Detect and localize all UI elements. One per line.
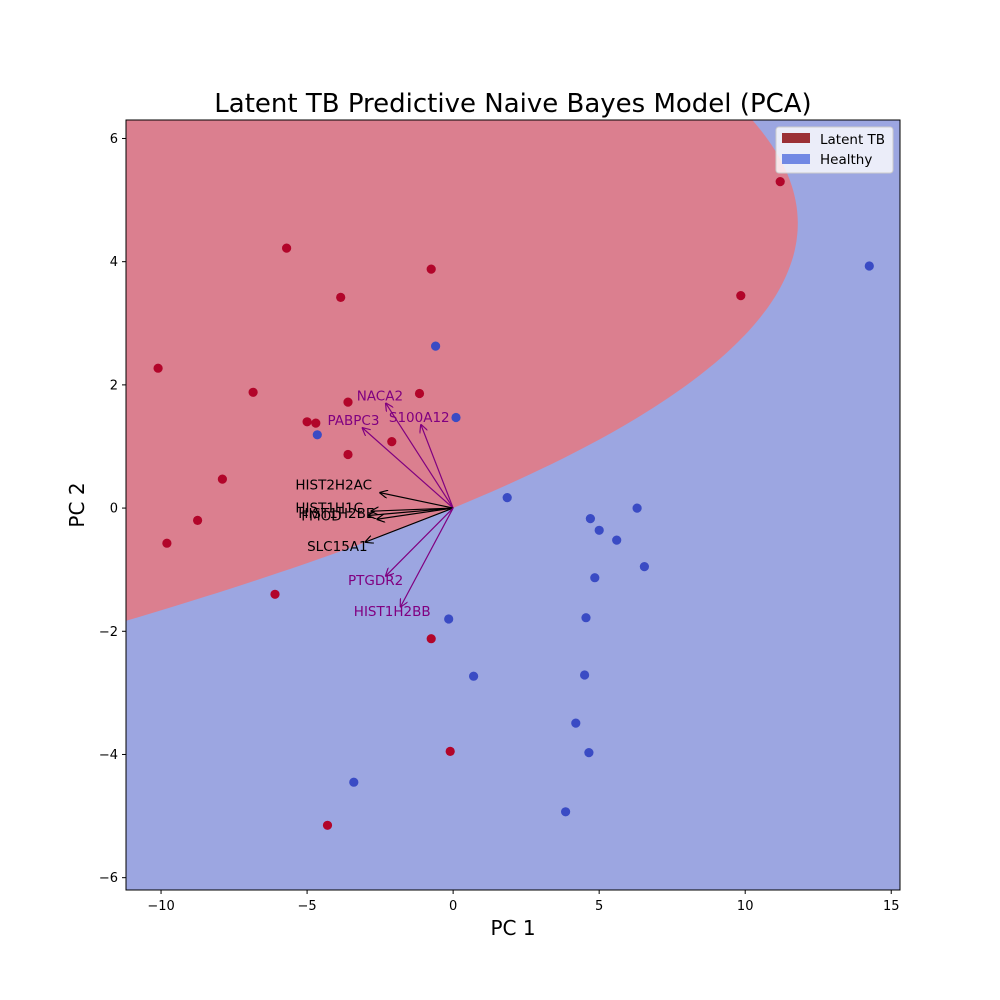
x-tick-label: 5 <box>595 899 603 914</box>
latent-tb-point <box>311 418 321 428</box>
latent-tb-point <box>343 397 353 407</box>
latent-tb-point <box>193 515 203 526</box>
loading-arrow-pabpc3 <box>363 428 454 509</box>
healthy-point <box>561 807 571 817</box>
loading-arrow-naca2 <box>386 403 454 509</box>
latent-tb-point <box>270 589 280 599</box>
y-tick-label: 2 <box>110 378 118 393</box>
loading-arrow-hist2h2ac <box>380 493 454 509</box>
healthy-point <box>632 503 642 513</box>
loading-label-s100a12: S100A12 <box>389 410 450 426</box>
healthy-region <box>126 120 900 890</box>
healthy-point <box>451 412 461 423</box>
x-tick-label: −10 <box>147 899 174 914</box>
legend-swatch-latent-tb <box>782 133 810 143</box>
latent-tb-point <box>153 363 163 373</box>
y-tick-label: 0 <box>110 502 118 517</box>
latent-tb-point <box>414 388 425 399</box>
latent-tb-point <box>445 746 455 757</box>
latent-tb-point <box>775 177 785 187</box>
latent-tb-point <box>217 474 227 484</box>
loading-label-hist1h2be: HIST1H2BE <box>298 506 374 522</box>
y-tick-label: −6 <box>99 871 118 886</box>
loading-arrow-s100a12 <box>421 425 454 509</box>
latent-tb-point <box>336 292 346 302</box>
x-tick-label: 15 <box>883 899 900 914</box>
loading-label-hist1h2bb: HIST1H2BB <box>354 604 431 620</box>
latent-tb-point <box>322 820 333 830</box>
healthy-point <box>312 430 322 440</box>
healthy-point <box>864 261 874 271</box>
healthy-point <box>639 562 650 572</box>
legend-swatch-healthy <box>782 154 810 164</box>
y-axis-label: PC 2 <box>65 482 89 527</box>
latent-tb-point <box>426 634 436 644</box>
loading-arrow-hist1h1c <box>371 508 454 511</box>
loading-arrow-fmod <box>377 507 454 519</box>
healthy-point <box>571 718 581 728</box>
x-tick-label: 10 <box>737 899 754 914</box>
latent-tb-point <box>282 243 292 253</box>
plot-frame <box>125 119 901 891</box>
loading-arrow-hist1h2bb <box>401 507 454 607</box>
y-tick-label: 6 <box>110 132 118 147</box>
x-tick-label: 0 <box>449 899 457 914</box>
healthy-point <box>444 614 454 624</box>
healthy-point <box>585 514 596 524</box>
loading-arrow-slc15a1 <box>366 507 454 542</box>
legend-label-latent-tb: Latent TB <box>820 132 885 148</box>
healthy-point <box>590 573 600 583</box>
y-tick-label: −2 <box>99 625 118 640</box>
x-axis-label: PC 1 <box>490 916 535 940</box>
data-points <box>153 177 874 830</box>
healthy-point <box>469 671 479 681</box>
latent-tb-point <box>248 387 258 397</box>
loading-arrow-ptgdr2 <box>386 507 454 576</box>
loading-label-fmod: FMOD <box>301 508 341 524</box>
healthy-point <box>584 748 594 758</box>
legend: Latent TB Healthy <box>775 126 894 174</box>
loading-label-pabpc3: PABPC3 <box>328 413 380 429</box>
latent-tb-point <box>162 538 172 548</box>
healthy-point <box>594 525 604 535</box>
x-tick-label: −5 <box>298 899 317 914</box>
latent-tb-point <box>302 417 312 427</box>
x-axis-ticks: −10 −5 0 5 10 15 <box>147 890 900 914</box>
healthy-point <box>580 670 590 680</box>
latent-tb-point <box>426 264 436 274</box>
loading-label-naca2: NACA2 <box>357 388 403 404</box>
y-tick-label: −4 <box>99 748 118 763</box>
plot-area: NACA2S100A12PABPC3HIST2H2ACHIST1H1CHIST1… <box>126 120 900 890</box>
latent-tb-point <box>387 437 397 447</box>
healthy-point <box>581 613 591 623</box>
loading-label-hist2h2ac: HIST2H2AC <box>295 478 372 494</box>
loading-label-slc15a1: SLC15A1 <box>307 539 368 555</box>
healthy-point <box>612 535 622 545</box>
chart-title: Latent TB Predictive Naive Bayes Model (… <box>214 89 811 119</box>
latent-tb-point <box>343 449 353 460</box>
healthy-point <box>502 493 512 503</box>
loading-label-ptgdr2: PTGDR2 <box>348 573 403 589</box>
y-axis-ticks: −6 −4 −2 0 2 4 6 <box>99 132 126 886</box>
y-tick-label: 4 <box>110 255 118 270</box>
legend-label-healthy: Healthy <box>820 152 872 168</box>
healthy-point <box>431 341 441 351</box>
healthy-point <box>349 777 359 787</box>
loading-vectors: NACA2S100A12PABPC3HIST2H2ACHIST1H1CHIST1… <box>295 388 454 620</box>
latent-tb-point <box>736 291 746 301</box>
loading-label-hist1h1c: HIST1H1C <box>295 500 363 516</box>
